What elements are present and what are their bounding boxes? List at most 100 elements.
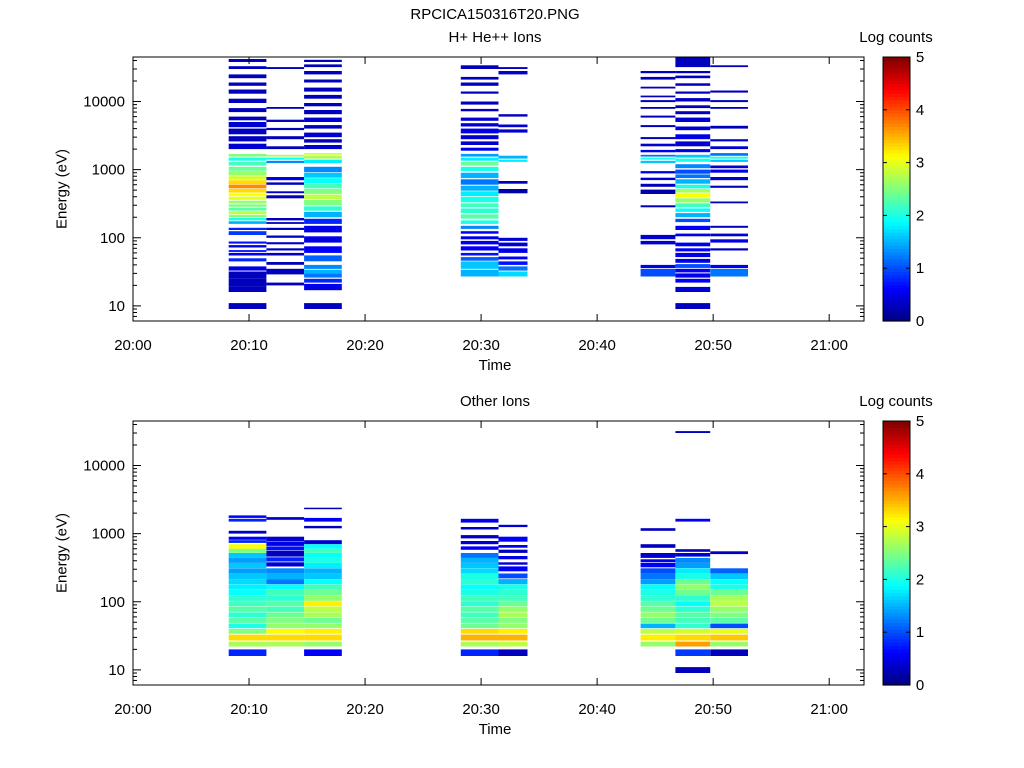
colorbar-segment: [883, 238, 910, 243]
spectrogram-cell: [675, 134, 711, 140]
spectrogram-cell: [266, 268, 305, 275]
colorbar-segment: [883, 149, 910, 154]
spectrogram-cell: [228, 108, 267, 113]
colorbar-segment: [883, 582, 910, 587]
y-tick-label: 10000: [83, 458, 125, 475]
colorbar-segment: [883, 317, 910, 322]
colorbar-segment: [883, 648, 910, 653]
spectrogram-cell: [460, 220, 499, 224]
spectrogram-cell: [266, 584, 305, 590]
spectrogram-cell: [304, 548, 342, 553]
spectrogram-cell: [304, 255, 342, 262]
colorbar-segment: [883, 86, 910, 91]
spectrogram-cell: [640, 100, 676, 103]
x-tick-label: 20:20: [346, 701, 384, 718]
spectrogram-cell: [675, 628, 711, 634]
spectrogram-cell: [710, 628, 748, 634]
colorbar-segment: [883, 192, 910, 197]
spectrogram-cell: [460, 269, 499, 277]
colorbar-segment: [883, 609, 910, 613]
colorbar-tick-label: 0: [916, 677, 924, 694]
spectrogram-cell: [675, 303, 711, 309]
colorbar-segment: [883, 463, 910, 468]
spectrogram-cell: [675, 649, 711, 656]
spectrogram-cell: [460, 191, 499, 196]
spectrogram-cell: [460, 82, 499, 86]
spectrogram-cell: [304, 584, 342, 590]
spectrogram-cell: [460, 214, 499, 219]
spectrogram-cell: [640, 183, 676, 187]
spectrogram-cell: [675, 612, 711, 618]
colorbar-segment: [883, 314, 910, 319]
spectrogram-cell: [228, 536, 267, 540]
spectrogram-cell: [266, 182, 305, 185]
colorbar-segment: [883, 63, 910, 68]
spectrogram-cell: [710, 641, 748, 647]
spectrogram-cell: [228, 540, 267, 543]
spectrogram-cell: [710, 139, 748, 142]
spectrogram-cell: [640, 71, 676, 74]
spectrogram-cell: [266, 119, 305, 122]
colorbar-segment: [883, 467, 910, 472]
panel-title-other-ions: Other Ions: [459, 393, 531, 410]
spectrogram-cell: [498, 584, 528, 590]
spectrogram-cell: [460, 257, 499, 261]
colorbar-segment: [883, 635, 910, 640]
colorbar-segment: [883, 241, 910, 246]
colorbar-segment: [883, 109, 910, 114]
spectrogram-cell: [228, 252, 267, 256]
colorbar-segment: [883, 460, 910, 465]
spectrogram-cell: [710, 248, 748, 251]
spectrogram-cell: [498, 606, 528, 612]
colorbar-segment: [883, 271, 910, 276]
spectrogram-cell: [460, 628, 499, 634]
colorbar-segment: [883, 595, 910, 600]
spectrogram-cell: [228, 200, 267, 204]
colorbar-segment: [883, 487, 910, 491]
spectrogram-cell: [460, 157, 499, 161]
spectrogram-cell: [640, 95, 676, 98]
colorbar-segment: [883, 76, 910, 81]
colorbar-segment: [883, 430, 910, 435]
spectrogram-cell: [460, 557, 499, 563]
spectrogram-cell: [266, 248, 305, 251]
spectrogram-cell: [675, 117, 711, 122]
colorbar-segment: [883, 159, 910, 164]
spectrogram-cell: [304, 568, 342, 574]
colorbar-segment: [883, 549, 910, 554]
spectrogram-cell: [710, 649, 748, 656]
spectrogram-cell: [640, 189, 676, 194]
colorbar-segment: [883, 139, 910, 144]
colorbar-segment: [883, 179, 910, 183]
spectrogram-cell: [304, 145, 342, 150]
colorbar-segment: [883, 513, 910, 518]
spectrogram-cell: [675, 606, 711, 612]
spectrogram-cell: [675, 149, 711, 153]
spectrogram-cell: [710, 169, 748, 173]
colorbar-segment: [883, 136, 910, 141]
colorbar-segment: [883, 264, 910, 269]
spectrogram-cell: [304, 525, 342, 529]
spectrogram-cell: [640, 149, 676, 153]
spectrogram-cell: [710, 165, 748, 169]
spectrogram-cell: [460, 208, 499, 214]
spectrogram-cell: [228, 166, 267, 171]
x-tick-label: 20:00: [114, 701, 152, 718]
colorbar-tick-label: 4: [916, 102, 924, 119]
spectrogram-cell: [304, 139, 342, 143]
spectrogram-cell: [640, 157, 676, 160]
colorbar-segment: [883, 182, 910, 187]
colorbar-segment: [883, 473, 910, 478]
spectrogram-cell: [228, 66, 267, 69]
x-tick-label: 20:40: [578, 337, 616, 354]
colorbar-segment: [883, 477, 910, 481]
spectrogram-cell: [640, 595, 676, 601]
colorbar-segment: [883, 559, 910, 564]
colorbar-segment: [883, 493, 910, 498]
spectrogram-cell: [228, 612, 267, 618]
page-title: RPCICA150316T20.PNG: [410, 6, 580, 23]
spectrogram-cell: [460, 617, 499, 623]
spectrogram-cell: [460, 641, 499, 647]
spectrogram-cell: [498, 71, 528, 75]
panel-title-h-he-ions: H+ He++ Ions: [448, 29, 542, 46]
